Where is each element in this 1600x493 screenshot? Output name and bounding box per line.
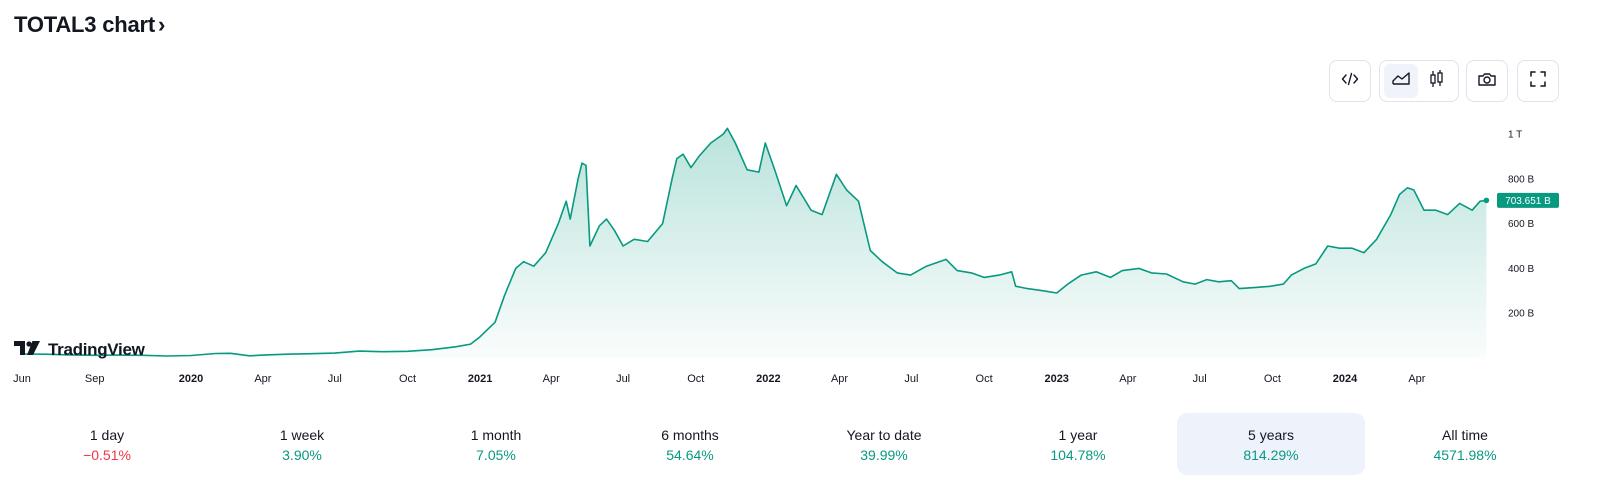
period-label: 1 year: [1058, 427, 1098, 443]
period-5-years[interactable]: 5 years 814.29%: [1177, 413, 1365, 475]
last-value-badge: [1497, 192, 1559, 208]
x-tick-label: Apr: [831, 373, 848, 385]
x-tick-label: 2020: [179, 373, 203, 385]
period-6-months[interactable]: 6 months 54.64%: [596, 413, 784, 475]
y-tick-label: 1 T: [1508, 130, 1522, 141]
chart-title: TOTAL3 chart: [14, 12, 156, 37]
chart-toolbar: [0, 60, 1600, 102]
y-tick-label: 800 B: [1508, 174, 1534, 185]
price-chart[interactable]: Jun Sep 2020 Apr Jul Oct 2021 Apr Jul Oct 2022 Apr J…: [0, 110, 1600, 395]
x-tick-label: Oct: [976, 373, 993, 385]
period-label: 6 months: [661, 427, 719, 443]
period-change-value: −0.51%: [83, 447, 131, 463]
tradingview-logo: TradingView: [14, 340, 145, 360]
period-label: 1 month: [470, 427, 522, 443]
camera-icon: [1477, 70, 1497, 93]
series-line: [21, 127, 1487, 357]
x-tick-label: Oct: [399, 373, 416, 385]
performance-periods: 1 day −0.51% 1 week 3.90% 1 month 7.05% 6 mont…: [0, 413, 1600, 475]
brand-name: TradingView: [48, 340, 145, 359]
area-chart-button[interactable]: [1384, 64, 1418, 98]
period-label: Year to date: [846, 427, 922, 443]
period-change-value: 814.29%: [1243, 447, 1299, 463]
y-tick-label: 400 B: [1508, 264, 1534, 275]
x-tick-label: Apr: [254, 373, 271, 385]
y-tick-label: 200 B: [1508, 309, 1534, 320]
candlestick-chart-icon: [1428, 69, 1446, 94]
period-label: 1 week: [279, 427, 325, 443]
chart-title-link[interactable]: TOTAL3 chart ›: [14, 12, 165, 38]
period-1-day[interactable]: 1 day −0.51%: [13, 413, 201, 475]
period-change-value: 3.90%: [282, 447, 322, 463]
series-area-fill: [22, 128, 1487, 358]
area-chart-icon: [1391, 70, 1411, 93]
candlestick-chart-button[interactable]: [1420, 64, 1454, 98]
screenshot-button[interactable]: [1466, 60, 1508, 102]
period-all-time[interactable]: All time 4571.98%: [1371, 413, 1559, 475]
period-change-value: 104.78%: [1050, 447, 1106, 463]
last-point-marker: [1483, 197, 1490, 204]
x-tick-label: 2024: [1333, 373, 1358, 385]
period-1-year[interactable]: 1 year 104.78%: [984, 413, 1172, 475]
fullscreen-icon: [1529, 70, 1547, 93]
x-tick-label: Jun: [13, 373, 31, 385]
period-label: All time: [1442, 427, 1488, 443]
period-change-value: 54.64%: [666, 447, 714, 463]
embed-code-icon: [1341, 70, 1359, 93]
embed-code-button[interactable]: [1329, 60, 1371, 102]
x-tick-label: Jul: [1193, 373, 1207, 385]
fullscreen-button[interactable]: [1517, 60, 1559, 102]
x-tick-label: Jul: [904, 373, 918, 385]
x-tick-label: Apr: [1408, 373, 1425, 385]
x-tick-label: Apr: [543, 373, 560, 385]
x-tick-label: Oct: [1264, 373, 1281, 385]
y-tick-label: 600 B: [1508, 219, 1534, 230]
x-tick-label: Sep: [85, 373, 105, 385]
x-tick-label: Jul: [328, 373, 342, 385]
x-tick-label: 2022: [756, 373, 780, 385]
tradingview-logo-icon: [14, 340, 42, 360]
period-1-month[interactable]: 1 month 7.05%: [402, 413, 590, 475]
period-label: 5 years: [1248, 427, 1294, 443]
chart-type-toggle: [1379, 60, 1459, 102]
x-tick-label: Oct: [687, 373, 704, 385]
last-value-label: 703.651 B: [1505, 196, 1551, 207]
x-tick-label: 2023: [1044, 373, 1068, 385]
period-label: 1 day: [89, 427, 125, 443]
period-year-to-date[interactable]: Year to date 39.99%: [790, 413, 978, 475]
period-1-week[interactable]: 1 week 3.90%: [208, 413, 396, 475]
period-change-value: 7.05%: [476, 447, 516, 463]
x-tick-label: Apr: [1119, 373, 1136, 385]
period-change-value: 39.99%: [860, 447, 908, 463]
x-tick-label: Jul: [616, 373, 630, 385]
x-tick-label: 2021: [468, 373, 492, 385]
chevron-right-icon: ›: [158, 12, 166, 37]
period-change-value: 4571.98%: [1433, 447, 1497, 463]
